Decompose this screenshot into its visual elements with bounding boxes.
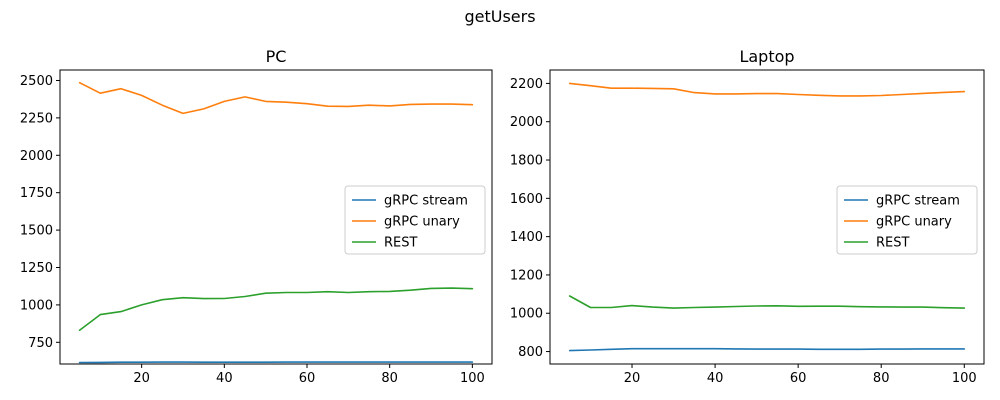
y-tick-label: 1400 [510,230,543,245]
x-tick-label: 40 [216,371,233,386]
legend-label: gRPC stream [876,194,960,209]
chart-pc: PC 20 40 60 80 100 750 1000 1250 1500 1750 2000 2250… [20,47,493,386]
legend-label: gRPC unary [384,215,460,230]
series-line-grpc-stream [568,347,966,352]
y-tick-label: 750 [28,336,53,351]
x-tick-label: 60 [790,371,807,386]
legend: gRPC stream gRPC unary REST [836,185,978,255]
series-line-grpc-unary [78,81,474,115]
axes-frame [549,69,985,365]
series-line-grpc-unary [568,82,966,97]
y-tick-label: 2500 [20,74,53,89]
y-tick-label: 1000 [510,307,543,322]
chart-title: Laptop [739,47,794,66]
chart-title: PC [266,47,287,66]
legend-label: REST [876,236,909,251]
legend-label: gRPC unary [876,215,952,230]
legend-box [344,185,486,255]
y-tick-label: 800 [518,345,543,360]
y-tick-label: 2000 [20,149,53,164]
y-tick-label: 2250 [20,111,53,126]
y-tick-label: 1800 [510,154,543,169]
chart-laptop: Laptop 20 40 60 80 100 800 1000 1200 1400 1600 1800… [510,47,985,386]
x-tick-label: 100 [952,371,977,386]
x-tick-label: 20 [624,371,641,386]
x-tick-label: 100 [460,371,485,386]
series-line-rest [568,295,966,309]
series-line-rest [78,287,474,332]
y-tick-label: 1250 [20,261,53,276]
y-tick-label: 1000 [20,298,53,313]
legend-label: gRPC stream [384,194,468,209]
legend: gRPC stream gRPC unary REST [344,185,486,255]
y-tick-label: 1200 [510,268,543,283]
x-tick-label: 80 [381,371,398,386]
legend-label: REST [384,236,417,251]
y-tick-label: 1600 [510,192,543,207]
axes-frame [59,69,493,365]
figure-title: getUsers [464,7,535,26]
legend-box [836,185,978,255]
y-tick-label: 1750 [20,186,53,201]
x-tick-label: 40 [707,371,724,386]
y-tick-label: 1500 [20,224,53,239]
x-tick-label: 80 [873,371,890,386]
y-tick-label: 2200 [510,77,543,92]
x-tick-label: 20 [133,371,150,386]
x-tick-label: 60 [299,371,316,386]
y-tick-label: 2000 [510,115,543,130]
